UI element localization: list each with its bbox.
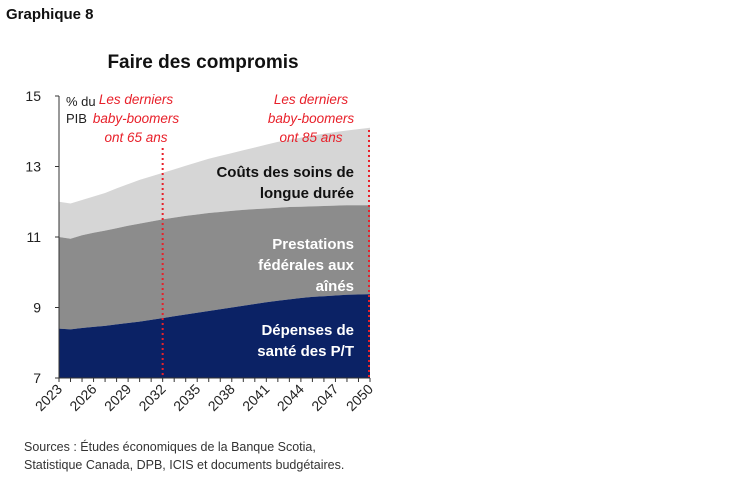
areas-group bbox=[59, 127, 370, 378]
x-tick-label: 2029 bbox=[101, 381, 134, 414]
sources-line-2: Statistique Canada, DPB, ICIS et documen… bbox=[24, 458, 345, 472]
series-label: Coûts des soins de bbox=[216, 164, 354, 181]
y-tick-label: 13 bbox=[25, 159, 41, 175]
x-tick-label: 2026 bbox=[66, 381, 99, 414]
series-label: fédérales aux bbox=[258, 257, 355, 274]
figure-label: Graphique 8 bbox=[6, 6, 94, 23]
x-tick-label: 2032 bbox=[135, 381, 168, 414]
annotation-label: Les derniers bbox=[274, 92, 349, 107]
y-tick-label: 9 bbox=[33, 300, 41, 316]
annotation-label: ont 85 ans bbox=[279, 130, 342, 145]
sources-note: Sources : Études économiques de la Banqu… bbox=[24, 438, 344, 474]
x-tick-label: 2038 bbox=[205, 381, 238, 414]
y-tick-label: 15 bbox=[25, 88, 41, 104]
annotations-group: Les derniers baby-boomers ont 65 ans Les de… bbox=[93, 92, 370, 378]
y-unit-label: % du bbox=[66, 94, 96, 109]
sources-line-1: Sources : Études économiques de la Banqu… bbox=[24, 440, 316, 454]
series-label: Dépenses de bbox=[261, 322, 354, 339]
x-tick-label: 2050 bbox=[343, 381, 376, 414]
series-label: santé des P/T bbox=[257, 343, 354, 360]
x-tick-label: 2044 bbox=[274, 381, 307, 414]
series-labels-group: Dépenses de santé des P/T Prestations fédér… bbox=[216, 164, 354, 360]
annotation-label: baby-boomers bbox=[268, 111, 355, 126]
y-tick-label: 11 bbox=[26, 229, 41, 245]
series-label: longue durée bbox=[260, 185, 354, 202]
y-tick-label: 7 bbox=[33, 370, 41, 386]
chart-title: Faire des compromis bbox=[107, 52, 298, 73]
area-long-term-care bbox=[59, 127, 370, 239]
x-tick-label: 2047 bbox=[308, 381, 341, 414]
annotation-label: baby-boomers bbox=[93, 111, 180, 126]
annotation-label: ont 65 ans bbox=[104, 130, 167, 145]
x-tick-label: 2041 bbox=[239, 381, 272, 414]
annotation-label: Les derniers bbox=[99, 92, 174, 107]
area-pt-health bbox=[59, 294, 370, 378]
series-label: Prestations bbox=[272, 236, 354, 253]
x-tick-label: 2035 bbox=[170, 381, 203, 414]
y-unit-label: PIB bbox=[66, 111, 87, 126]
series-label: aînés bbox=[316, 278, 354, 295]
area-federal-seniors bbox=[59, 205, 370, 330]
